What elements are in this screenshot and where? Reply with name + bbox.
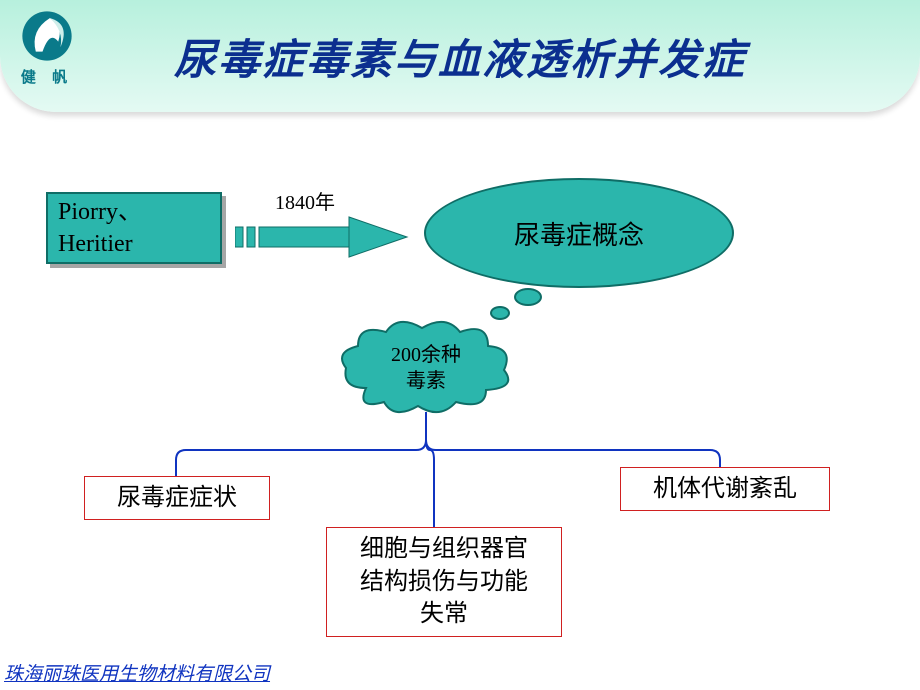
concept-text: 尿毒症概念 [514, 215, 644, 252]
arrow-icon [235, 215, 415, 259]
logo-text: 健 帆 [12, 66, 82, 87]
outcome-2-line2: 结构损伤与功能 [360, 569, 528, 595]
cloud-text: 200余种 毒素 [336, 318, 516, 418]
outcome-box-2: 细胞与组织器官 结构损伤与功能 失常 [326, 527, 562, 637]
year-label: 1840年 [275, 186, 335, 215]
outcome-1-text: 尿毒症症状 [117, 482, 237, 514]
outcome-3-text: 机体代谢紊乱 [653, 473, 797, 505]
footer-company: 珠海丽珠医用生物材料有限公司 [4, 659, 270, 686]
slide-title: 尿毒症毒素与血液透析并发症 [174, 26, 746, 87]
title-bar: 尿毒症毒素与血液透析并发症 [0, 0, 920, 112]
authors-box: Piorry、 Heritier [46, 192, 222, 264]
outcome-box-3: 机体代谢紊乱 [620, 467, 830, 511]
concept-ellipse: 尿毒症概念 [424, 178, 734, 288]
cloud-line2: 毒素 [406, 370, 446, 392]
outcome-box-1: 尿毒症症状 [84, 476, 270, 520]
outcome-2-line3: 失常 [420, 601, 468, 627]
authors-line2: Heritier [58, 231, 133, 257]
thought-bubble-1 [514, 288, 542, 306]
logo-icon [19, 8, 75, 64]
cloud-line1: 200余种 [391, 344, 461, 366]
outcome-2-line1: 细胞与组织器官 [360, 536, 528, 562]
authors-line1: Piorry、 [58, 199, 142, 225]
cloud-shape: 200余种 毒素 [336, 318, 516, 418]
logo: 健 帆 [12, 8, 82, 87]
